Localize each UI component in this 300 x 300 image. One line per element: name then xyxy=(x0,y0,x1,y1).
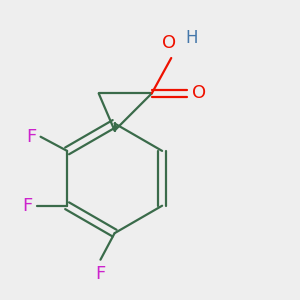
Text: H: H xyxy=(185,29,198,47)
Text: O: O xyxy=(162,34,176,52)
Text: O: O xyxy=(192,84,206,102)
Text: F: F xyxy=(22,197,33,215)
Text: F: F xyxy=(26,128,36,146)
Text: F: F xyxy=(95,265,106,283)
